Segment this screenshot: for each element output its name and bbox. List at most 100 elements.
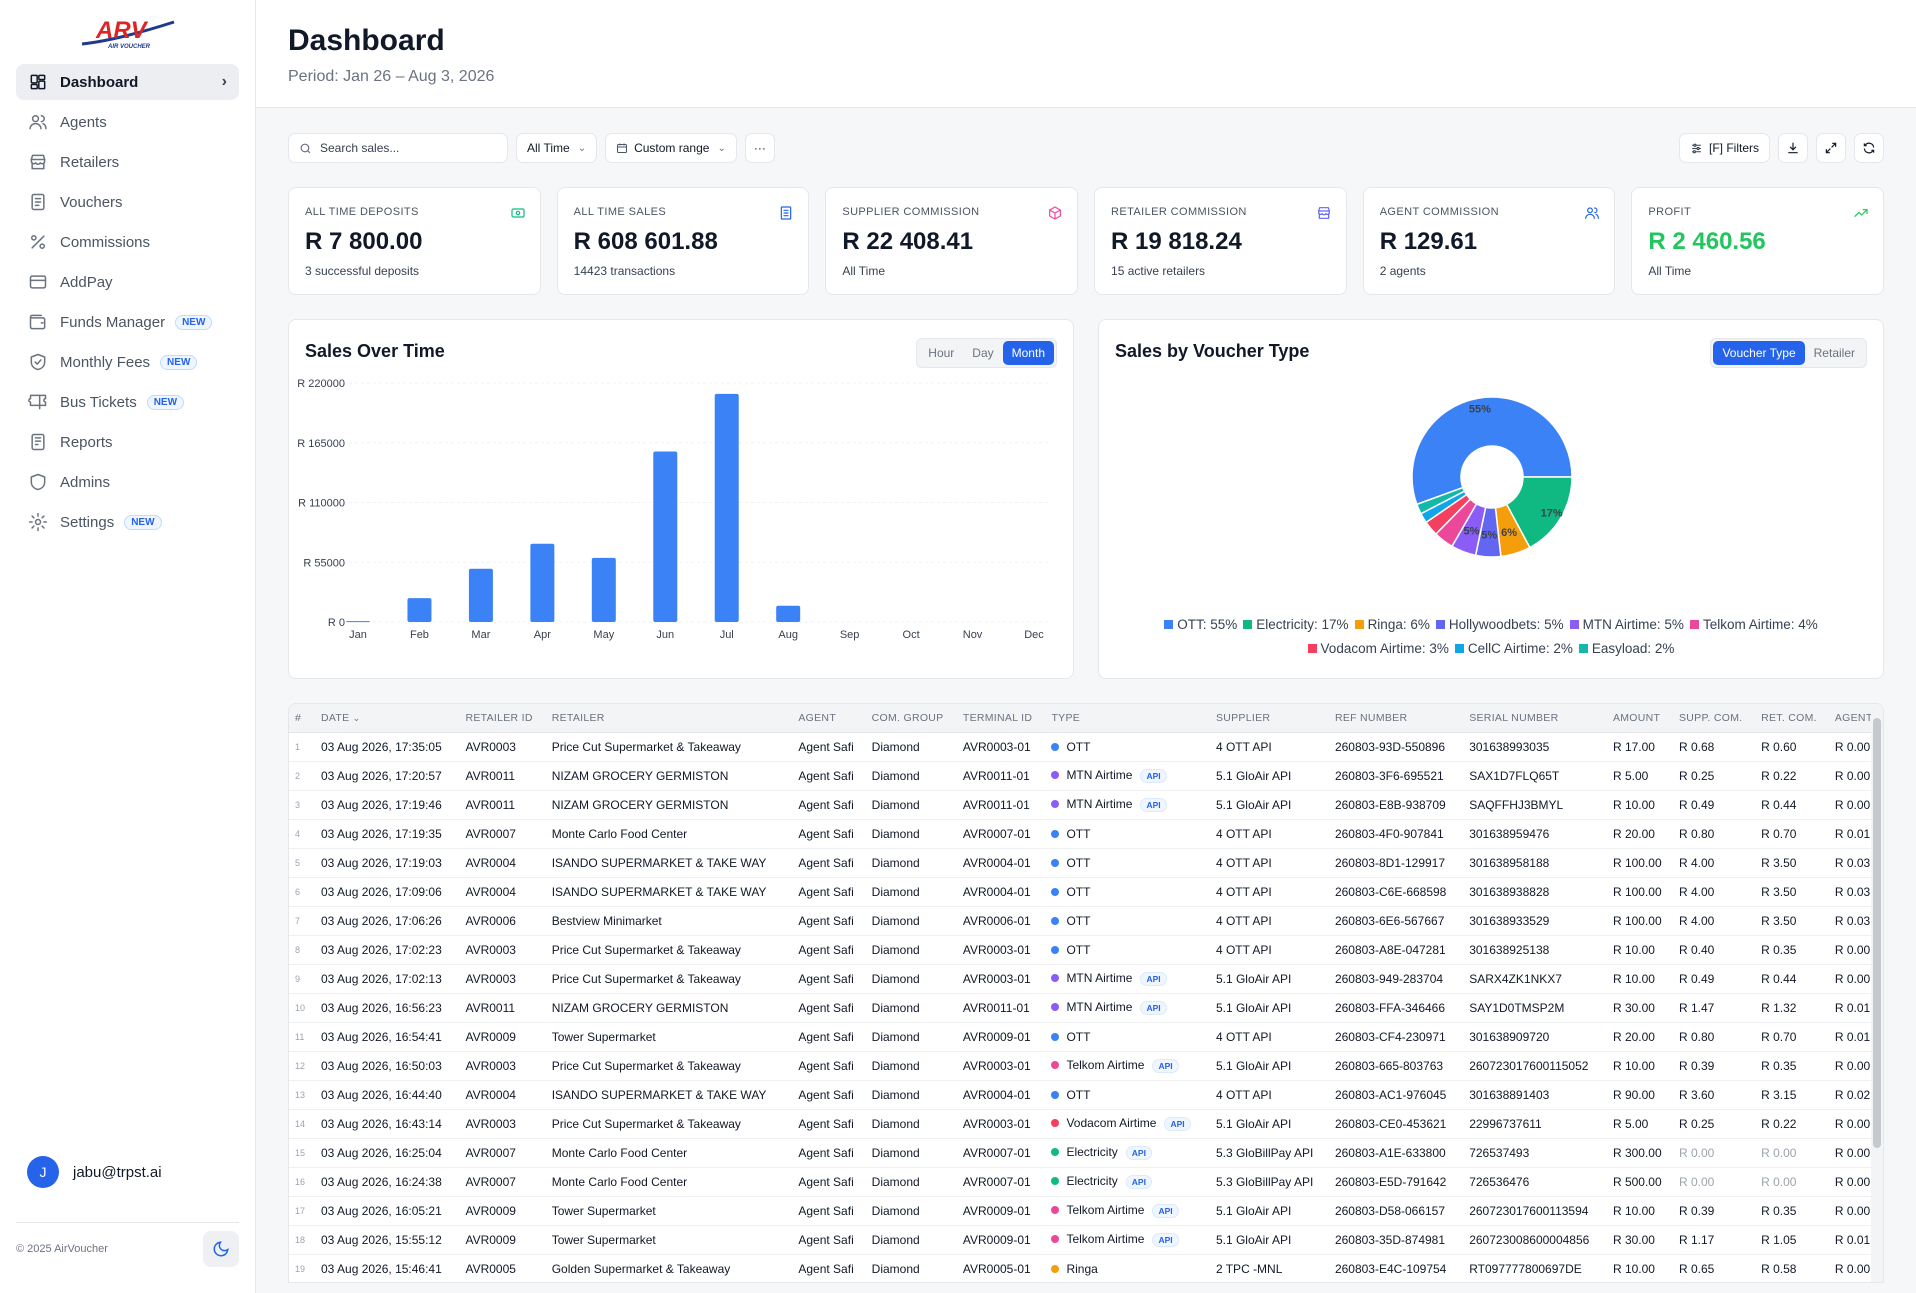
bar-may[interactable] <box>591 557 616 622</box>
search-box[interactable] <box>288 133 508 163</box>
slice-easyload[interactable] <box>1415 486 1466 515</box>
time-filter-select[interactable]: All Time ⌄ <box>516 133 598 163</box>
table-row[interactable]: 3 03 Aug 2026, 17:19:46 AVR0011 NIZAM GROCE… <box>289 790 1883 820</box>
table-row[interactable]: 15 03 Aug 2026, 16:25:04 AVR0007 Monte Carl… <box>289 1138 1883 1168</box>
table-row[interactable]: 2 03 Aug 2026, 17:20:57 AVR0011 NIZAM GROCE… <box>289 761 1883 791</box>
bar-feb[interactable] <box>407 598 432 622</box>
table-row[interactable]: 10 03 Aug 2026, 16:56:23 AVR0011 NIZAM GROC… <box>289 993 1883 1023</box>
legend-item[interactable]: Hollywoodbets: 5% <box>1435 613 1564 637</box>
app-logo[interactable]: ARV AIR VOUCHER <box>0 0 255 58</box>
avatar[interactable]: J <box>27 1156 59 1188</box>
table-cell: Diamond <box>865 877 957 907</box>
legend-item[interactable]: Easyload: 2% <box>1578 637 1674 661</box>
table-row[interactable]: 4 03 Aug 2026, 17:19:35 AVR0007 Monte Carlo… <box>289 819 1883 849</box>
column-header-amount[interactable]: AMOUNT <box>1606 704 1673 733</box>
sliders-icon <box>1692 143 1701 153</box>
sidebar-item-vouchers[interactable]: Vouchers <box>16 184 239 220</box>
table-row[interactable]: 19 03 Aug 2026, 15:46:41 AVR0005 Golden Sup… <box>289 1254 1883 1282</box>
bar-jun[interactable] <box>653 451 678 622</box>
table-row[interactable]: 17 03 Aug 2026, 16:05:21 AVR0009 Tower Supe… <box>289 1196 1883 1226</box>
column-header-retailer[interactable]: RETAILER <box>545 704 793 733</box>
expand-button[interactable] <box>1816 133 1846 163</box>
bar-mar[interactable] <box>468 568 493 622</box>
type-cell: MTN Airtime API <box>1045 993 1210 1023</box>
user-profile[interactable]: J jabu@trpst.ai <box>16 1156 239 1188</box>
sidebar-item-retailers[interactable]: Retailers <box>16 144 239 180</box>
column-header-ret-com-[interactable]: RET. COM. <box>1755 704 1829 733</box>
granularity-day-button[interactable]: Day <box>972 346 994 360</box>
date-range-select[interactable]: Custom range ⌄ <box>605 133 737 163</box>
column-header-label: REF NUMBER <box>1334 711 1408 724</box>
sidebar-item-commissions[interactable]: Commissions <box>16 224 239 260</box>
column-header-retailer-id[interactable]: RETAILER ID <box>459 704 546 733</box>
column-header-serial-number[interactable]: SERIAL NUMBER <box>1463 704 1607 733</box>
table-row[interactable]: 8 03 Aug 2026, 17:02:23 AVR0003 Price Cut S… <box>289 935 1883 965</box>
sidebar-item-dashboard[interactable]: Dashboard › <box>16 64 239 100</box>
table-row[interactable]: 14 03 Aug 2026, 16:43:14 AVR0003 Price Cut … <box>289 1109 1883 1139</box>
chevron-down-icon: ⌄ <box>717 142 726 154</box>
column-header-ref-number[interactable]: REF NUMBER <box>1328 704 1464 733</box>
table-cell: 19 <box>289 1254 315 1282</box>
sidebar-item-bus-tickets[interactable]: Bus Tickets NEW <box>16 384 239 420</box>
bar-aug[interactable] <box>776 605 801 622</box>
group-by-retailer-button[interactable]: Retailer <box>1813 346 1855 360</box>
sidebar-item-addpay[interactable]: AddPay <box>16 264 239 300</box>
table-row[interactable]: 12 03 Aug 2026, 16:50:03 AVR0003 Price Cut … <box>289 1051 1883 1081</box>
table-row[interactable]: 6 03 Aug 2026, 17:09:06 AVR0004 ISANDO SUPE… <box>289 877 1883 907</box>
legend-item[interactable]: Ringa: 6% <box>1354 613 1430 637</box>
slice-ott[interactable] <box>1411 396 1573 506</box>
bar-jan[interactable] <box>346 621 370 623</box>
legend-item[interactable]: MTN Airtime: 5% <box>1569 613 1684 637</box>
scrollbar-thumb[interactable] <box>1873 718 1881 1148</box>
legend-item[interactable]: Electricity: 17% <box>1243 613 1349 637</box>
bar-apr[interactable] <box>530 543 555 622</box>
sidebar-item-reports[interactable]: Reports <box>16 424 239 460</box>
bar-jul[interactable] <box>714 393 739 622</box>
table-cell: 7 <box>289 906 315 936</box>
sidebar-item-monthly-fees[interactable]: Monthly Fees NEW <box>16 344 239 380</box>
column-header-com-group[interactable]: COM. GROUP <box>865 704 957 733</box>
column-header-terminal-id[interactable]: TERMINAL ID <box>956 704 1046 733</box>
sidebar-item-admins[interactable]: Admins <box>16 464 239 500</box>
legend-item[interactable]: OTT: 55% <box>1164 613 1237 637</box>
column-header-supplier[interactable]: SUPPLIER <box>1209 704 1329 733</box>
column-header-agent[interactable]: AGENT <box>792 704 866 733</box>
column-header-date[interactable]: DATE ⌄ <box>315 704 460 733</box>
more-options-button[interactable]: ··· <box>744 133 775 163</box>
legend-swatch <box>1354 620 1364 629</box>
table-row[interactable]: 11 03 Aug 2026, 16:54:41 AVR0009 Tower Supe… <box>289 1022 1883 1052</box>
filters-button[interactable]: [F] Filters <box>1679 133 1770 163</box>
refresh-button[interactable] <box>1854 133 1884 163</box>
legend-item[interactable]: CellC Airtime: 2% <box>1454 637 1573 661</box>
table-cell: R 0.60 <box>1755 732 1829 762</box>
table-row[interactable]: 9 03 Aug 2026, 17:02:13 AVR0003 Price Cut S… <box>289 964 1883 994</box>
table-row[interactable]: 5 03 Aug 2026, 17:19:03 AVR0004 ISANDO SUPE… <box>289 848 1883 878</box>
sidebar-item-settings[interactable]: Settings NEW <box>16 504 239 540</box>
column-header-type[interactable]: TYPE <box>1045 704 1210 733</box>
download-button[interactable] <box>1778 133 1808 163</box>
type-label: OTT <box>1066 942 1091 957</box>
table-cell: 4 OTT API <box>1209 877 1329 907</box>
sidebar-item-agents[interactable]: Agents <box>16 104 239 140</box>
group-by-voucher-type-button[interactable]: Voucher Type <box>1713 341 1805 365</box>
granularity-hour-button[interactable]: Hour <box>928 346 955 360</box>
column-header-supp-com-[interactable]: SUPP. COM. <box>1672 704 1756 733</box>
table-row[interactable]: 1 03 Aug 2026, 17:35:05 AVR0003 Price Cut S… <box>289 732 1883 762</box>
table-cell: 260803-4F0-907841 <box>1328 819 1464 849</box>
table-row[interactable]: 7 03 Aug 2026, 17:06:26 AVR0006 Bestview Mi… <box>289 906 1883 936</box>
theme-toggle-button[interactable] <box>203 1231 239 1267</box>
percent-icon <box>31 235 46 249</box>
granularity-month-button[interactable]: Month <box>1002 341 1054 365</box>
column-header-#[interactable]: # <box>289 704 315 733</box>
moon-icon <box>213 1241 229 1257</box>
x-tick-label: Sep <box>840 629 860 641</box>
table-row[interactable]: 16 03 Aug 2026, 16:24:38 AVR0007 Monte Carl… <box>289 1167 1883 1197</box>
sidebar-item-funds-manager[interactable]: Funds Manager NEW <box>16 304 239 340</box>
table-row[interactable]: 18 03 Aug 2026, 15:55:12 AVR0009 Tower Supe… <box>289 1225 1883 1255</box>
search-input[interactable] <box>320 141 490 155</box>
table-row[interactable]: 13 03 Aug 2026, 16:44:40 AVR0004 ISANDO SUP… <box>289 1080 1883 1110</box>
legend-item[interactable]: Vodacom Airtime: 3% <box>1307 637 1449 661</box>
legend-item[interactable]: Telkom Airtime: 4% <box>1689 613 1818 637</box>
table-scrollbar[interactable] <box>1871 704 1883 1282</box>
table-cell: 301638925138 <box>1463 935 1607 965</box>
